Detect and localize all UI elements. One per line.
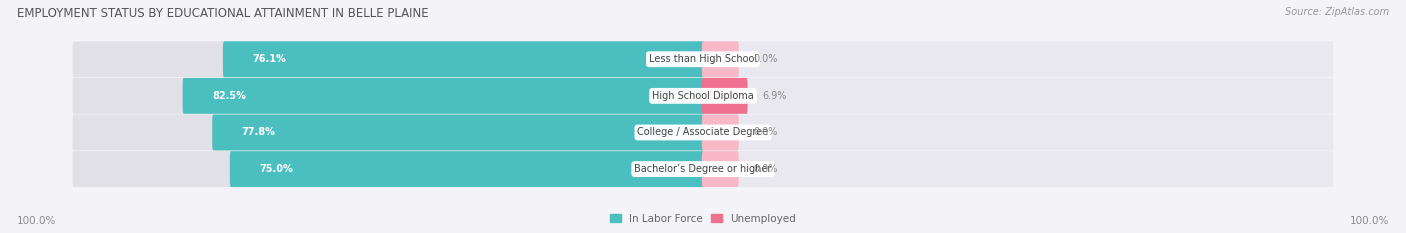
Text: 0.0%: 0.0% — [754, 127, 778, 137]
FancyBboxPatch shape — [212, 115, 704, 151]
FancyBboxPatch shape — [73, 151, 704, 187]
FancyBboxPatch shape — [702, 41, 738, 77]
Text: High School Diploma: High School Diploma — [652, 91, 754, 101]
Text: EMPLOYMENT STATUS BY EDUCATIONAL ATTAINMENT IN BELLE PLAINE: EMPLOYMENT STATUS BY EDUCATIONAL ATTAINM… — [17, 7, 429, 20]
FancyBboxPatch shape — [702, 115, 738, 151]
FancyBboxPatch shape — [702, 151, 738, 187]
Text: 75.0%: 75.0% — [259, 164, 292, 174]
Text: 77.8%: 77.8% — [242, 127, 276, 137]
FancyBboxPatch shape — [183, 78, 704, 114]
Text: 76.1%: 76.1% — [253, 54, 287, 64]
Legend: In Labor Force, Unemployed: In Labor Force, Unemployed — [606, 209, 800, 228]
FancyBboxPatch shape — [702, 78, 748, 114]
FancyBboxPatch shape — [702, 115, 1333, 151]
FancyBboxPatch shape — [229, 151, 704, 187]
FancyBboxPatch shape — [702, 151, 1333, 187]
FancyBboxPatch shape — [224, 41, 704, 77]
FancyBboxPatch shape — [73, 41, 704, 77]
Text: 0.0%: 0.0% — [754, 164, 778, 174]
Text: Bachelor’s Degree or higher: Bachelor’s Degree or higher — [634, 164, 772, 174]
Text: Less than High School: Less than High School — [650, 54, 756, 64]
Text: 100.0%: 100.0% — [17, 216, 56, 226]
Text: 100.0%: 100.0% — [1350, 216, 1389, 226]
Text: 0.0%: 0.0% — [754, 54, 778, 64]
FancyBboxPatch shape — [702, 41, 1333, 77]
FancyBboxPatch shape — [73, 115, 704, 151]
Text: Source: ZipAtlas.com: Source: ZipAtlas.com — [1285, 7, 1389, 17]
Text: College / Associate Degree: College / Associate Degree — [637, 127, 769, 137]
Text: 6.9%: 6.9% — [762, 91, 786, 101]
FancyBboxPatch shape — [702, 78, 1333, 114]
FancyBboxPatch shape — [73, 78, 704, 114]
Text: 82.5%: 82.5% — [212, 91, 246, 101]
